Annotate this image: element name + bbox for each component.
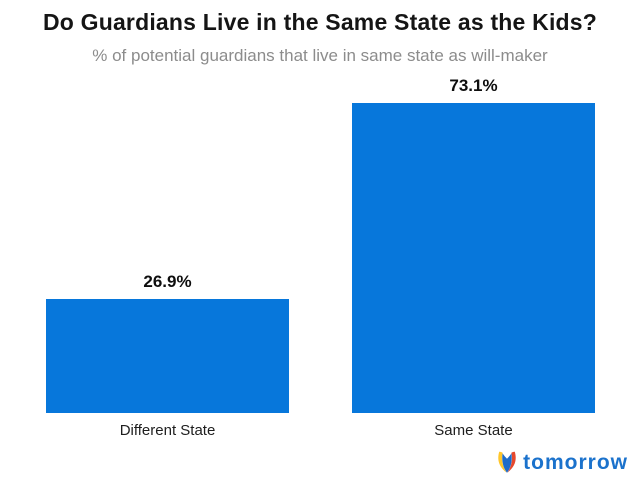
tomorrow-tulip-icon [498, 451, 516, 473]
x-axis-label-different-state: Different State [119, 422, 216, 439]
tomorrow-wordmark: tomorrow [523, 451, 628, 474]
chart-title: Do Guardians Live in the Same State as t… [42, 9, 598, 35]
bar-same-state [352, 103, 595, 413]
tomorrow-logo: tomorrow [495, 451, 628, 475]
value-label-different-state: 26.9% [143, 272, 192, 291]
value-label-same-state: 73.1% [449, 76, 498, 95]
bar-group-different-state: 26.9% Different State [46, 272, 289, 439]
bar-different-state [46, 299, 289, 413]
x-axis-label-same-state: Same State [434, 422, 513, 439]
bar-group-same-state: 73.1% Same State [352, 76, 595, 439]
chart-subtitle: % of potential guardians that live in sa… [92, 46, 548, 65]
